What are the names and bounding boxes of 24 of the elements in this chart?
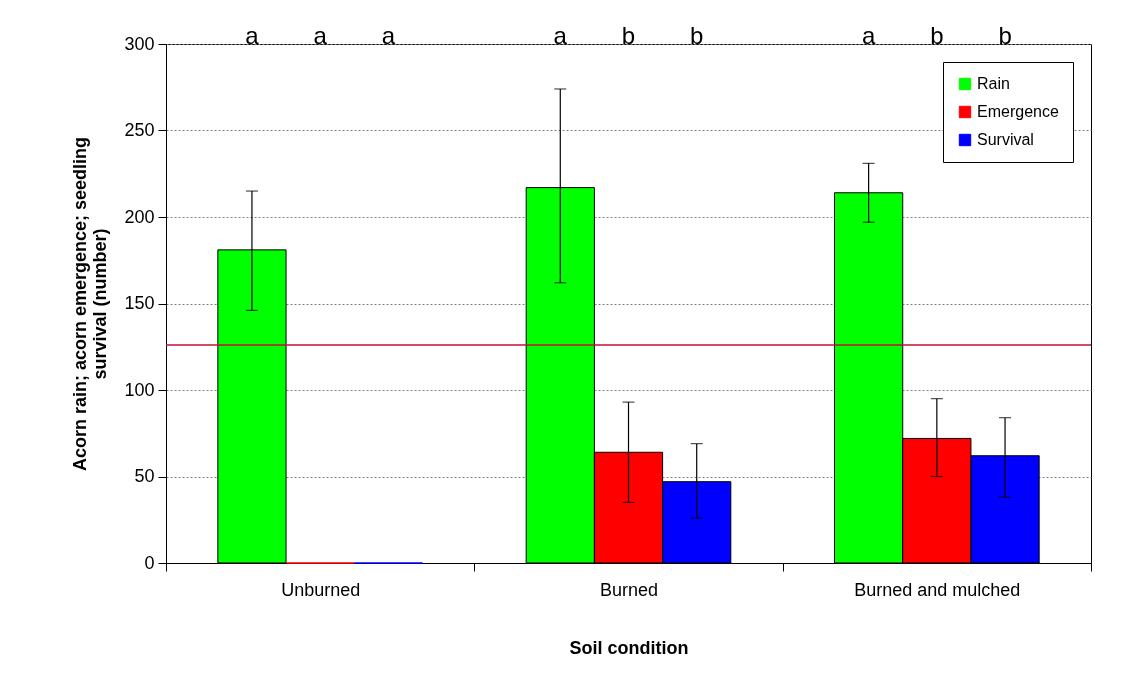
legend-label: Survival	[977, 131, 1034, 148]
x-tick-label: Unburned	[281, 579, 361, 600]
annotation: a	[381, 22, 396, 49]
y-tick-label: 200	[124, 206, 155, 227]
annotation: a	[861, 22, 876, 49]
x-axis-title: Soil condition	[569, 637, 689, 658]
x-tick-label: Burned	[599, 579, 659, 600]
annotation: a	[553, 22, 568, 49]
annotation: a	[313, 22, 328, 49]
legend-label: Rain	[977, 75, 1010, 92]
legend-label: Emergence	[977, 103, 1059, 120]
y-tick-label: 50	[134, 466, 155, 486]
y-tick-label: 250	[124, 120, 155, 140]
annotation: b	[930, 22, 944, 49]
annotation: a	[245, 22, 260, 49]
y-tick-label: 300	[124, 33, 155, 54]
y-tick-label: 150	[124, 293, 155, 313]
annotation: b	[998, 22, 1012, 49]
annotation: b	[690, 22, 704, 49]
x-tick-label: Burned and mulched	[854, 579, 1021, 600]
annotation: b	[621, 22, 636, 49]
y-tick-label: 0	[144, 552, 155, 573]
y-tick-label: 100	[124, 379, 155, 400]
y-axis-title: Acorn rain; acorn emergence; seedling survival (number)	[70, 136, 111, 472]
